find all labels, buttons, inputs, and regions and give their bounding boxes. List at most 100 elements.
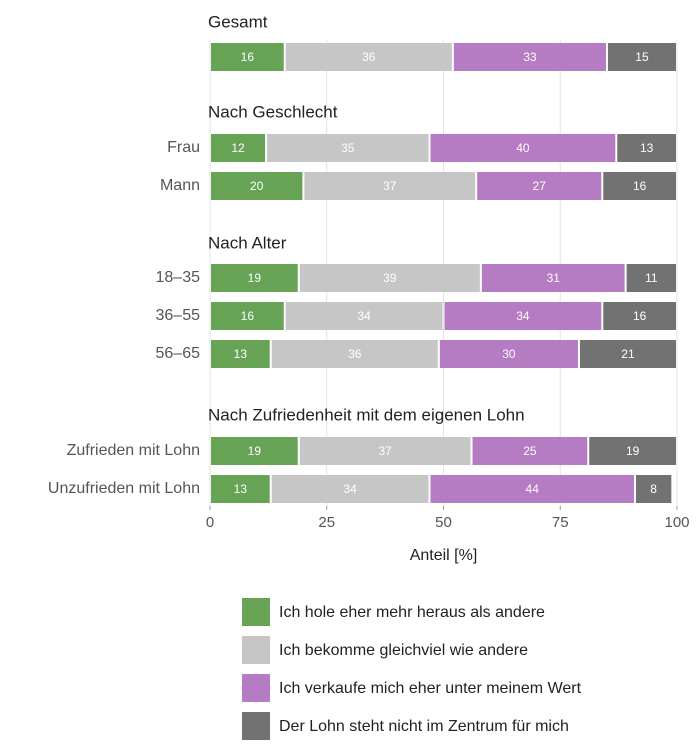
bar-segment-ich-bekomme-gleichviel-w (285, 302, 443, 330)
bar-row: Mann 20 37 27 16 (160, 172, 676, 200)
bar-segment-der-lohn-steht-nicht-im- (589, 437, 676, 465)
bar-row: Unzufrieden mit Lohn 13 34 44 8 (48, 475, 672, 503)
bar-segment-der-lohn-steht-nicht-im- (579, 340, 676, 368)
data-label: 13 (234, 347, 248, 361)
x-tick-label: 25 (318, 514, 335, 531)
data-label: 16 (633, 179, 647, 193)
bar-row: Zufrieden mit Lohn 19 37 25 19 (67, 437, 676, 465)
bar-segment-ich-bekomme-gleichviel-w (299, 264, 480, 292)
bar-row: Frau 12 35 40 13 (167, 134, 676, 162)
data-label: 37 (378, 444, 392, 458)
legend-swatch (242, 674, 270, 702)
bar-segment-ich-verkaufe-mich-eher-u (472, 437, 588, 465)
bar-segment-ich-hole-eher-mehr-herau (211, 43, 284, 71)
panel-nach-geschlecht: Nach Geschlecht Frau 12 35 40 13 Mann 20 37 27 16 (160, 102, 676, 200)
x-tick-label: 0 (206, 514, 214, 531)
legend-label: Ich hole eher mehr heraus als andere (279, 604, 545, 621)
bar-segment-ich-hole-eher-mehr-herau (211, 172, 303, 200)
data-label: 30 (502, 347, 516, 361)
bar-segment-der-lohn-steht-nicht-im- (603, 302, 676, 330)
x-tick-label: 100 (664, 514, 689, 531)
data-label: 31 (547, 271, 561, 285)
bar-segment-ich-hole-eher-mehr-herau (211, 437, 298, 465)
row-label: Frau (167, 139, 200, 156)
data-label: 35 (341, 141, 355, 155)
legend-swatch (242, 636, 270, 664)
data-label: 20 (250, 179, 264, 193)
bar-segment-der-lohn-steht-nicht-im- (626, 264, 676, 292)
legend-item: Ich bekomme gleichviel wie andere (242, 636, 528, 664)
panel-nach-zufriedenheit-mit-dem-eigenen-lohn: Nach Zufriedenheit mit dem eigenen Lohn Z… (48, 405, 676, 503)
row-label: 18–35 (156, 269, 201, 286)
data-label: 15 (635, 50, 649, 64)
data-label: 25 (523, 444, 537, 458)
data-label: 19 (626, 444, 640, 458)
bar-segment-ich-verkaufe-mich-eher-u (477, 172, 602, 200)
data-label: 21 (621, 347, 635, 361)
bar-row: 16 36 33 15 (211, 43, 676, 71)
bar-segment-ich-bekomme-gleichviel-w (271, 475, 429, 503)
x-tick-label: 50 (435, 514, 452, 531)
x-axis-title: Anteil [%] (410, 547, 478, 564)
bar-segment-der-lohn-steht-nicht-im- (607, 43, 676, 71)
legend-swatch (242, 712, 270, 740)
row-label: 56–65 (156, 345, 201, 362)
panel-nach-alter: Nach Alter 18–35 19 39 31 11 36–55 16 34 34 16 56–6… (156, 233, 676, 368)
panel-gesamt: Gesamt 16 36 33 15 (208, 12, 676, 71)
row-label: Zufrieden mit Lohn (67, 442, 200, 459)
legend: Ich hole eher mehr heraus als andere Ich … (242, 598, 582, 740)
bar-segment-ich-bekomme-gleichviel-w (285, 43, 452, 71)
bar-segment-ich-verkaufe-mich-eher-u (453, 43, 606, 71)
bar-segment-ich-bekomme-gleichviel-w (299, 437, 471, 465)
data-label: 13 (640, 141, 654, 155)
data-label: 40 (516, 141, 530, 155)
data-label: 11 (645, 271, 658, 285)
row-label: Unzufrieden mit Lohn (48, 480, 200, 497)
legend-label: Ich bekomme gleichviel wie andere (279, 642, 528, 659)
x-tick-label: 75 (552, 514, 569, 531)
data-label: 8 (650, 482, 657, 496)
legend-swatch (242, 598, 270, 626)
legend-item: Ich hole eher mehr heraus als andere (242, 598, 545, 626)
bar-segment-ich-bekomme-gleichviel-w (304, 172, 476, 200)
row-label: 36–55 (156, 307, 201, 324)
data-label: 13 (234, 482, 248, 496)
data-label: 36 (362, 50, 376, 64)
data-label: 39 (383, 271, 397, 285)
bar-row: 36–55 16 34 34 16 (156, 302, 676, 330)
data-label: 36 (348, 347, 362, 361)
bar-segment-ich-verkaufe-mich-eher-u (430, 475, 634, 503)
panel-title: Gesamt (208, 12, 268, 31)
data-label: 19 (248, 271, 262, 285)
bar-segment-ich-hole-eher-mehr-herau (211, 264, 298, 292)
legend-label: Ich verkaufe mich eher unter meinem Wert (279, 680, 582, 697)
bar-segment-ich-hole-eher-mehr-herau (211, 134, 266, 162)
data-label: 27 (533, 179, 547, 193)
data-label: 33 (523, 50, 537, 64)
panel-title: Nach Zufriedenheit mit dem eigenen Lohn (208, 405, 525, 424)
bar-segment-ich-hole-eher-mehr-herau (211, 475, 270, 503)
bar-segment-der-lohn-steht-nicht-im- (635, 475, 672, 503)
legend-item: Ich verkaufe mich eher unter meinem Wert (242, 674, 582, 702)
panel-title: Nach Geschlecht (208, 102, 338, 121)
data-label: 44 (526, 482, 540, 496)
data-label: 19 (248, 444, 262, 458)
data-label: 34 (343, 482, 357, 496)
bar-row: 18–35 19 39 31 11 (156, 264, 676, 292)
data-label: 34 (357, 309, 371, 323)
bar-segment-ich-bekomme-gleichviel-w (271, 340, 438, 368)
bar-row: 56–65 13 36 30 21 (156, 340, 676, 368)
bar-segment-ich-bekomme-gleichviel-w (267, 134, 429, 162)
legend-item: Der Lohn steht nicht im Zentrum für mich (242, 712, 569, 740)
bar-segment-der-lohn-steht-nicht-im- (603, 172, 676, 200)
bar-segment-ich-hole-eher-mehr-herau (211, 340, 270, 368)
data-label: 34 (516, 309, 530, 323)
x-axis: 0 25 50 75 100 Anteil [%] (206, 506, 690, 564)
data-label: 12 (231, 141, 245, 155)
data-label: 16 (633, 309, 647, 323)
row-label: Mann (160, 177, 200, 194)
bar-segment-ich-verkaufe-mich-eher-u (439, 340, 578, 368)
bar-segment-der-lohn-steht-nicht-im- (617, 134, 676, 162)
data-label: 16 (241, 50, 255, 64)
panel-title: Nach Alter (208, 233, 287, 252)
